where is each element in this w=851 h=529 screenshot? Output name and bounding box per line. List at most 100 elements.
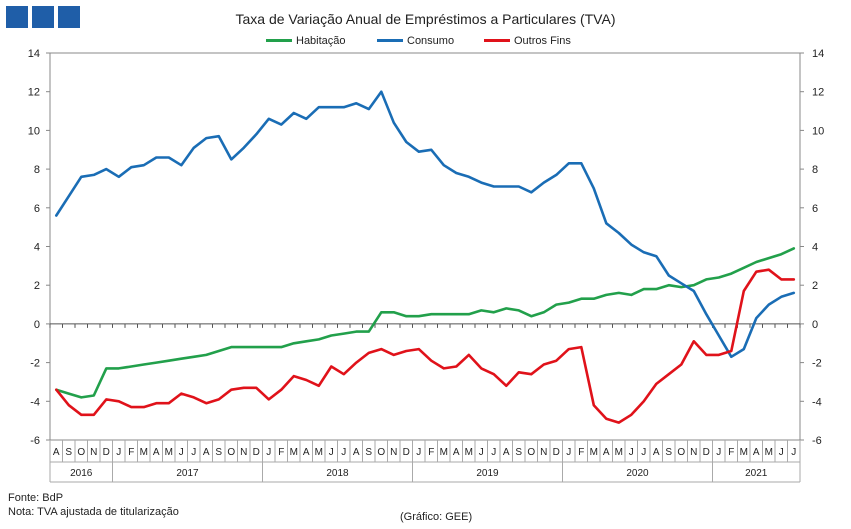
data-point (192, 146, 195, 149)
data-point (205, 402, 208, 405)
x-tick-label: J (791, 447, 796, 458)
data-point (630, 294, 633, 296)
x-tick-label: M (315, 447, 323, 458)
data-point (380, 90, 383, 93)
data-point (292, 375, 295, 377)
year-label: 2017 (176, 468, 199, 479)
x-tick-label: J (416, 447, 421, 458)
data-point (680, 282, 683, 285)
data-point (742, 348, 745, 350)
data-point (642, 288, 645, 290)
data-point (680, 286, 683, 288)
y-tick-label-right: 8 (812, 164, 818, 176)
data-point (217, 135, 220, 138)
data-point (667, 373, 670, 376)
x-tick-label: J (641, 447, 646, 458)
data-point (792, 247, 795, 250)
data-point (130, 365, 133, 368)
plot-frame (49, 52, 801, 441)
data-point (367, 330, 370, 333)
x-tick-label: J (491, 447, 496, 458)
data-point (617, 292, 620, 294)
y-tick-label-left: 4 (34, 242, 40, 254)
data-point (592, 297, 595, 300)
data-point (780, 278, 783, 281)
data-point (492, 185, 495, 188)
data-point (292, 112, 295, 114)
data-point (767, 303, 770, 306)
legend-label: Consumo (407, 35, 455, 47)
x-tick-label: O (227, 447, 235, 458)
data-point (455, 313, 458, 316)
data-point (330, 365, 333, 368)
x-tick-label: M (440, 447, 448, 458)
data-point (717, 354, 720, 356)
legend-swatch-habitacao (266, 38, 292, 42)
x-tick-label: F (428, 447, 434, 458)
data-point (167, 359, 170, 362)
data-point (455, 172, 458, 174)
gee-logo (6, 6, 80, 28)
data-point (605, 294, 608, 296)
data-point (655, 255, 658, 258)
data-point (767, 268, 770, 271)
data-point (767, 257, 770, 259)
x-tick-label: J (479, 447, 484, 458)
y-tick-label-right: 0 (812, 319, 818, 331)
data-point (380, 311, 383, 314)
data-point (392, 121, 395, 124)
data-point (55, 388, 58, 391)
data-point (405, 315, 408, 318)
data-point (580, 162, 583, 165)
data-point (480, 181, 483, 184)
data-point (692, 290, 695, 292)
data-point (142, 363, 145, 366)
data-point (192, 396, 195, 399)
y-tick-label-left: -6 (30, 435, 40, 447)
y-tick-label-left: 12 (28, 87, 40, 99)
data-point (742, 290, 745, 292)
data-point (367, 108, 370, 110)
x-tick-label: F (728, 447, 734, 458)
data-point (580, 346, 583, 348)
x-tick-label: N (390, 447, 397, 458)
chart-title: Taxa de Variação Anual de Empréstimos a … (235, 11, 616, 27)
data-point (730, 355, 733, 358)
data-point (142, 406, 145, 408)
data-point (467, 313, 470, 316)
data-point (205, 354, 208, 356)
data-point (217, 350, 220, 352)
data-point (517, 309, 520, 312)
data-point (105, 367, 108, 370)
year-label: 2019 (476, 468, 499, 479)
data-point (492, 373, 495, 376)
legend-item-habitacao: Habitação (266, 35, 346, 47)
x-tick-label: A (753, 447, 760, 458)
data-point (792, 278, 795, 281)
x-tick-label: D (403, 447, 410, 458)
data-point (755, 261, 758, 263)
data-point (117, 175, 120, 178)
year-label: 2021 (745, 468, 768, 479)
data-point (467, 175, 470, 178)
data-point (792, 292, 795, 294)
data-point (167, 156, 170, 159)
x-tick-label: M (590, 447, 598, 458)
data-point (167, 402, 170, 405)
data-point (530, 191, 533, 194)
x-tick-label: N (540, 447, 547, 458)
data-point (555, 303, 558, 306)
data-point (180, 392, 183, 395)
data-point (617, 232, 620, 234)
data-point (705, 278, 708, 281)
data-point (517, 185, 520, 188)
data-point (92, 413, 95, 416)
data-point (155, 361, 158, 364)
data-point (230, 388, 233, 391)
data-point (542, 181, 545, 184)
data-point (280, 346, 283, 348)
y-tick-label-right: -6 (812, 435, 822, 447)
data-point (430, 313, 433, 316)
x-tick-label: A (603, 447, 610, 458)
x-tick-label: J (191, 447, 196, 458)
